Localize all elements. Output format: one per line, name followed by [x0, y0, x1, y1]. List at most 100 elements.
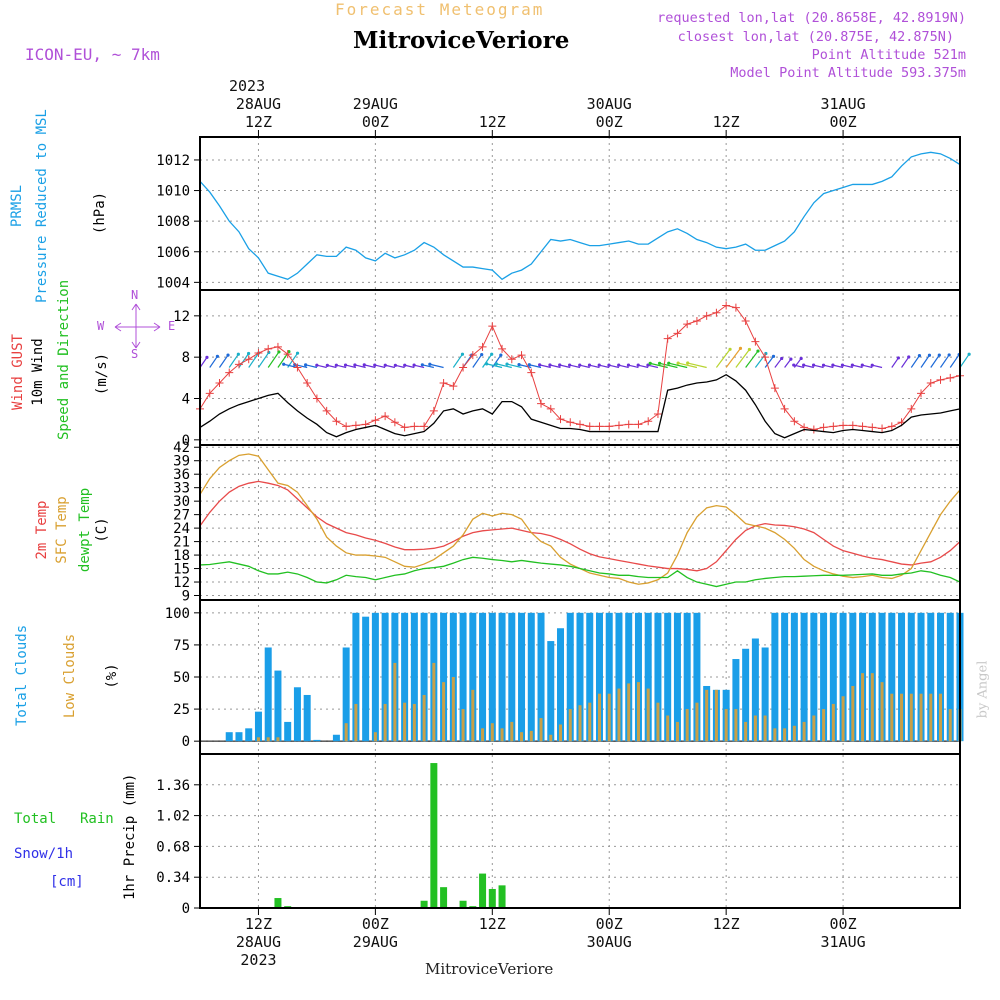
gust-marker — [273, 342, 282, 351]
low-cloud-bar — [256, 737, 260, 742]
gust-marker — [673, 329, 682, 338]
wind-arrow — [940, 354, 950, 368]
wind-arrow-head — [648, 361, 652, 365]
low-cloud-bar — [851, 685, 855, 742]
gust-marker — [312, 394, 321, 403]
low-cloud-bar — [442, 682, 446, 742]
wind-arrow-head — [917, 354, 922, 358]
wind-arrow-head — [295, 351, 300, 355]
total-cloud-bar — [264, 647, 272, 742]
total-cloud-bar — [459, 612, 467, 742]
gust-marker — [283, 350, 292, 359]
model-label: ICON-EU, ~ 7km — [25, 45, 160, 64]
gust-marker — [215, 379, 224, 387]
gust-marker — [653, 410, 662, 418]
wind-arrow — [364, 364, 376, 369]
total-cloud-bar — [537, 612, 545, 742]
gust-marker — [634, 420, 643, 429]
total-cloud-bar — [508, 612, 516, 742]
total-cloud-bar — [274, 670, 282, 742]
wind-arrow-head — [517, 363, 521, 367]
gust-marker — [858, 422, 867, 431]
low-cloud-bar — [520, 732, 524, 742]
low-cloud-bar — [822, 709, 826, 742]
wind-arrow — [852, 364, 863, 369]
wind-arrow — [784, 358, 792, 368]
rain-bar — [479, 873, 487, 908]
wind-arrow-head — [870, 363, 874, 367]
total-cloud-bar — [810, 612, 818, 742]
x-time-top: 12Z — [713, 113, 740, 131]
low-cloud-bar — [549, 734, 553, 742]
total-cloud-bar — [313, 739, 321, 742]
precip-snow-label: Snow/1h — [14, 846, 74, 862]
wind-10m-label: 10m Wind — [30, 338, 46, 406]
compass-ew-arrow — [114, 322, 161, 332]
gust-marker — [809, 425, 818, 434]
wind-arrow-head — [927, 353, 932, 357]
total-cloud-bar — [673, 612, 681, 742]
low-cloud-bar — [354, 703, 358, 742]
total-cloud-bar — [790, 612, 798, 742]
total-cloud-bar — [498, 612, 506, 742]
low-cloud-bar — [432, 662, 436, 742]
wind-arrow — [599, 364, 610, 369]
gust-marker — [731, 303, 740, 312]
low-cloud-bar — [656, 702, 660, 742]
low-cloud-bar — [393, 662, 397, 742]
wind-arrow — [862, 364, 873, 369]
wind-arrow — [257, 352, 270, 368]
wind-arrow — [579, 364, 590, 369]
low-cloud-bar — [724, 709, 728, 742]
gust-marker — [332, 417, 341, 426]
gust-marker — [390, 418, 399, 427]
low-cloud-bar — [490, 723, 494, 742]
gust-marker — [478, 342, 487, 351]
wind-arrow — [774, 358, 783, 368]
gust-marker — [624, 420, 633, 429]
gust-marker — [293, 363, 302, 372]
low-cloud-bar — [929, 693, 933, 742]
wind-arrow-head — [383, 363, 387, 367]
wind-arrow — [668, 362, 688, 369]
wind-arrow — [228, 353, 239, 368]
y-tick-label: 0 — [182, 734, 190, 750]
wind-arrow-head — [373, 363, 377, 367]
x-year-bottom: 2023 — [240, 951, 276, 969]
gust-marker — [770, 384, 779, 393]
low-cloud-bar — [471, 689, 475, 742]
wind-arrow — [385, 364, 396, 369]
low-cloud-bar — [783, 728, 787, 742]
wind-arrow-head — [756, 349, 760, 353]
x-date-top: 31AUG — [820, 95, 865, 113]
gust-marker — [761, 353, 770, 362]
gust-marker — [400, 423, 409, 432]
point-altitude: Point Altitude 521m — [811, 47, 966, 63]
y-tick-label: 4 — [182, 392, 190, 408]
gust-marker — [585, 422, 594, 431]
x-time-top: 00Z — [362, 113, 389, 131]
low-cloud-bar — [344, 723, 348, 742]
total-cloud-bar — [518, 612, 526, 742]
low-cloud-bar — [373, 732, 377, 742]
low-cloud-bar — [734, 709, 738, 742]
footer-location: MitroviceVeriore — [425, 960, 554, 978]
precip-rain-label: Rain — [80, 811, 114, 827]
wind-arrow-head — [597, 363, 601, 367]
wind-arrow — [518, 364, 532, 369]
gust-marker — [429, 406, 438, 415]
gust-marker — [936, 375, 945, 384]
total-cloud-bar — [781, 612, 789, 742]
wind-arrow-head — [548, 363, 552, 367]
wind-arrow — [793, 364, 805, 369]
y-tick-label: 15 — [173, 562, 190, 578]
gust-marker — [498, 344, 507, 353]
wind-arrow-head — [353, 363, 357, 367]
low-cloud-bar — [666, 715, 670, 742]
wind-arrow — [496, 363, 512, 369]
low-cloud-bar — [841, 696, 845, 742]
y-tick-label: 25 — [173, 702, 190, 718]
low-cloud-bar — [880, 682, 884, 742]
gust-marker — [244, 355, 253, 364]
wind-arrow — [413, 364, 425, 369]
